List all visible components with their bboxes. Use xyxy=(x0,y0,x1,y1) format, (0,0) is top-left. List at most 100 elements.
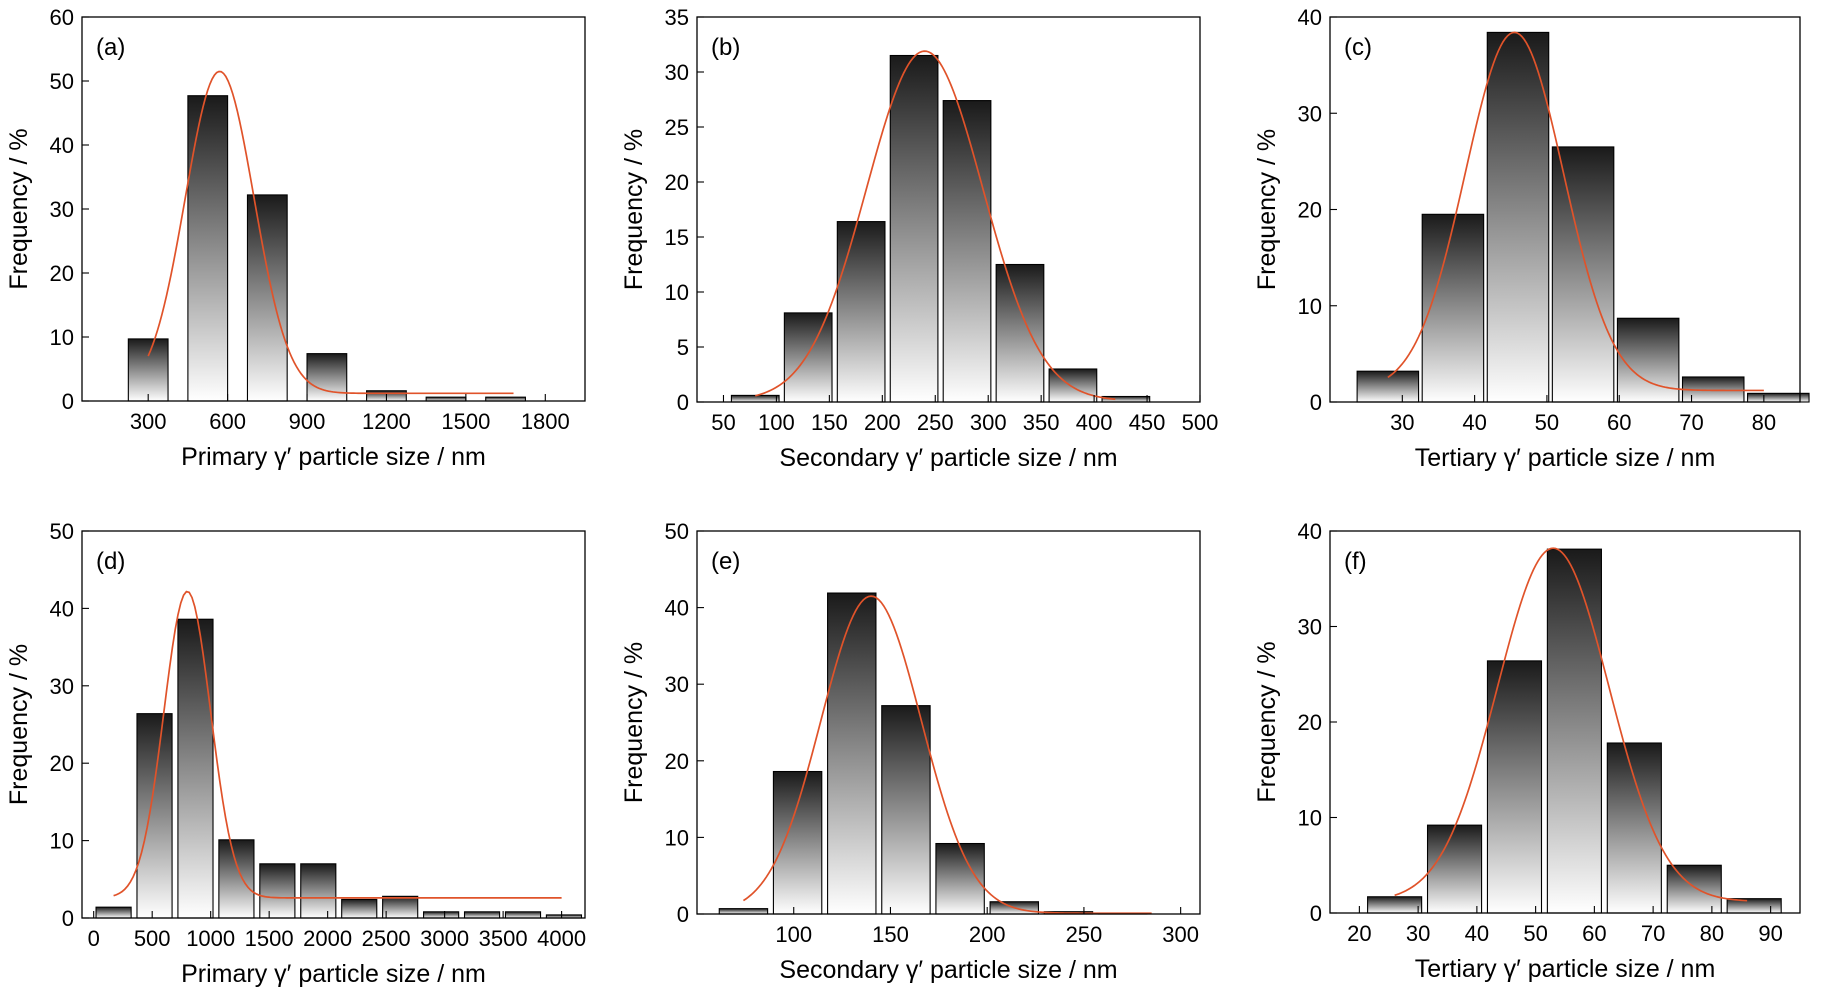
histogram-bar xyxy=(259,863,296,919)
chart-panel-4: 0 500 1000 1500 2000 2500 3000 3500 4000 0 10 20 30 4… xyxy=(5,519,586,988)
y-tick-label: 50 xyxy=(50,519,74,544)
histogram-bar xyxy=(300,863,337,919)
x-tick-label: 900 xyxy=(289,409,326,434)
histogram-bar xyxy=(1486,660,1543,914)
x-tick-label: 400 xyxy=(1076,410,1113,435)
y-tick-label: 15 xyxy=(665,225,689,250)
chart-panel-5: 100 150 200 250 300 0 10 20 30 40 50 (e) Secondary γ… xyxy=(620,519,1201,984)
y-tick-label: 0 xyxy=(62,906,74,931)
x-axis-title: Secondary γ′ particle size / nm xyxy=(779,444,1117,472)
y-tick-label: 10 xyxy=(665,280,689,305)
y-axis-title: Frequency / % xyxy=(1253,129,1281,290)
y-tick-label: 20 xyxy=(1298,710,1322,735)
x-tick-label: 70 xyxy=(1679,410,1703,435)
y-tick-label: 30 xyxy=(1298,101,1322,126)
y-axis-title: Frequency / % xyxy=(620,129,648,290)
y-tick-label: 30 xyxy=(665,60,689,85)
y-tick-label: 0 xyxy=(1310,901,1322,926)
x-tick-label: 600 xyxy=(209,409,246,434)
histogram-bar xyxy=(1666,864,1722,914)
y-tick-label: 30 xyxy=(50,674,74,699)
x-tick-label: 90 xyxy=(1758,921,1782,946)
y-tick-label: 10 xyxy=(665,825,689,850)
x-axis-title: Tertiary γ′ particle size / nm xyxy=(1415,444,1716,472)
x-tick-label: 350 xyxy=(1023,410,1060,435)
y-tick-label: 35 xyxy=(665,5,689,30)
panel-label: (d) xyxy=(96,548,125,575)
y-tick-label: 0 xyxy=(677,390,689,415)
histogram-bar xyxy=(463,911,501,919)
y-tick-label: 0 xyxy=(677,902,689,927)
y-tick-label: 10 xyxy=(50,829,74,854)
y-axis-title: Frequency / % xyxy=(5,128,33,289)
x-tick-label: 0 xyxy=(88,926,100,951)
histogram-bar xyxy=(995,263,1045,403)
x-tick-label: 80 xyxy=(1700,921,1724,946)
plot-frame xyxy=(696,16,1201,403)
x-tick-label: 60 xyxy=(1607,410,1631,435)
y-tick-label: 5 xyxy=(677,335,689,360)
histogram-bar xyxy=(423,911,460,919)
histogram-bar xyxy=(504,911,542,919)
x-tick-label: 20 xyxy=(1347,921,1371,946)
x-tick-label: 150 xyxy=(872,922,909,947)
histogram-bar xyxy=(218,839,255,919)
panel-label: (e) xyxy=(711,548,740,575)
y-tick-label: 10 xyxy=(1298,806,1322,831)
histogram-bar xyxy=(772,770,823,915)
x-tick-label: 50 xyxy=(1535,410,1559,435)
x-tick-label: 40 xyxy=(1462,410,1486,435)
y-axis-title: Frequency / % xyxy=(5,644,33,805)
y-axis-title: Frequency / % xyxy=(1253,641,1281,802)
y-tick-label: 0 xyxy=(62,389,74,414)
x-tick-label: 450 xyxy=(1129,410,1166,435)
x-tick-label: 4000 xyxy=(537,926,586,951)
y-tick-label: 20 xyxy=(665,749,689,774)
x-tick-label: 1200 xyxy=(362,409,411,434)
histogram-bar xyxy=(942,100,992,403)
x-tick-label: 500 xyxy=(1182,410,1219,435)
histogram-bar xyxy=(881,705,931,915)
y-tick-label: 25 xyxy=(665,115,689,140)
x-tick-label: 3500 xyxy=(479,926,528,951)
x-tick-label: 200 xyxy=(969,922,1006,947)
y-tick-label: 60 xyxy=(50,5,74,30)
y-tick-label: 40 xyxy=(50,133,74,158)
gaussian-fit-line xyxy=(755,50,1116,401)
x-tick-label: 1800 xyxy=(521,409,570,434)
y-tick-label: 40 xyxy=(665,596,689,621)
x-tick-label: 50 xyxy=(1523,921,1547,946)
histogram-bar xyxy=(1551,146,1615,403)
x-tick-label: 3000 xyxy=(420,926,469,951)
y-tick-label: 40 xyxy=(50,596,74,621)
plot-frame xyxy=(81,530,586,919)
histogram-bar xyxy=(127,338,169,402)
y-tick-label: 50 xyxy=(50,69,74,94)
histogram-bar xyxy=(187,95,229,402)
x-tick-label: 250 xyxy=(1066,922,1103,947)
histogram-bar xyxy=(827,592,877,915)
gaussian-fit-line xyxy=(1387,31,1764,392)
histogram-bar xyxy=(1616,317,1680,403)
histogram-bar xyxy=(306,353,348,402)
histogram-bar xyxy=(730,394,780,403)
histogram-bar xyxy=(1367,896,1423,914)
histogram-bar xyxy=(1606,742,1662,914)
plot-frame xyxy=(696,530,1201,915)
x-axis-title: Primary γ′ particle size / nm xyxy=(181,443,486,471)
histogram-bar xyxy=(177,618,214,919)
histogram-bar xyxy=(341,898,378,919)
histogram-bar xyxy=(889,54,939,403)
x-tick-label: 200 xyxy=(864,410,901,435)
gaussian-fit-line xyxy=(147,70,514,395)
panel-label: (c) xyxy=(1344,34,1372,61)
x-tick-label: 70 xyxy=(1641,921,1665,946)
histogram-bar xyxy=(1546,548,1602,914)
histogram-bar xyxy=(783,312,833,403)
x-tick-label: 30 xyxy=(1390,410,1414,435)
gaussian-fit-line xyxy=(1394,547,1748,902)
panel-label: (a) xyxy=(96,34,125,61)
x-axis-title: Primary γ′ particle size / nm xyxy=(181,960,486,988)
y-tick-label: 40 xyxy=(1298,5,1322,30)
